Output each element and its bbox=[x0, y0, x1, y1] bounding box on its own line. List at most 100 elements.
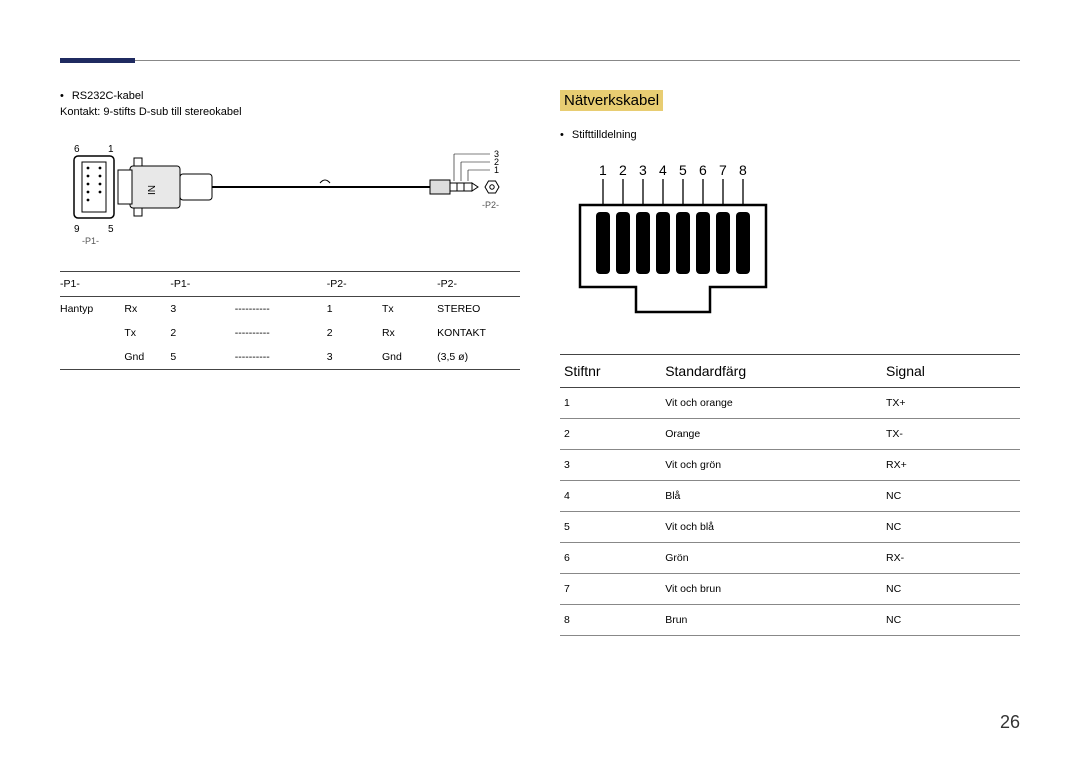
ptable-body: HantypRx3----------1TxSTEREOTx2---------… bbox=[60, 297, 520, 370]
p1-label: -P1- bbox=[82, 236, 99, 246]
table-cell: Vit och orange bbox=[661, 388, 882, 419]
table-cell: Vit och grön bbox=[661, 450, 882, 481]
table-cell: NC bbox=[882, 574, 1020, 605]
table-cell: 3 bbox=[560, 450, 661, 481]
table-row: 1Vit och orangeTX+ bbox=[560, 388, 1020, 419]
table-cell: Vit och brun bbox=[661, 574, 882, 605]
table-row: 4BlåNC bbox=[560, 481, 1020, 512]
table-row: 5Vit och blåNC bbox=[560, 512, 1020, 543]
table-cell: KONTAKT bbox=[437, 321, 520, 345]
pin-col-header: Standardfärg bbox=[661, 355, 882, 388]
table-cell: 2 bbox=[327, 321, 382, 345]
right-column: Nätverkskabel Stifttilldelning 1 2 3 4 5… bbox=[560, 90, 1020, 636]
table-row: -P1- -P1- -P2- -P2- bbox=[60, 272, 520, 297]
table-cell: Gnd bbox=[382, 345, 437, 370]
pin-num: 4 bbox=[659, 162, 667, 178]
pin-col-header: Stiftnr bbox=[560, 355, 661, 388]
ptable-h0: -P1- bbox=[60, 272, 124, 297]
dsub-pin-1: 1 bbox=[108, 144, 114, 155]
table-cell: 2 bbox=[560, 419, 661, 450]
ptable-h4: -P2- bbox=[327, 272, 382, 297]
table-cell: 8 bbox=[560, 605, 661, 636]
pin-num: 2 bbox=[619, 162, 627, 178]
dsub-pin-9: 9 bbox=[74, 224, 80, 235]
table-row: 6GrönRX- bbox=[560, 543, 1020, 574]
table-cell: Hantyp bbox=[60, 297, 124, 322]
ptable-h1 bbox=[124, 272, 170, 297]
table-row: 7Vit och brunNC bbox=[560, 574, 1020, 605]
table-cell: 3 bbox=[327, 345, 382, 370]
network-cable-title: Nätverkskabel bbox=[560, 90, 663, 111]
table-cell: STEREO bbox=[437, 297, 520, 322]
table-row: 8BrunNC bbox=[560, 605, 1020, 636]
table-row: 3Vit och grönRX+ bbox=[560, 450, 1020, 481]
table-cell: NC bbox=[882, 481, 1020, 512]
dsub-pin-6: 6 bbox=[74, 144, 80, 155]
rs232-cable-diagram: 6 1 9 5 -P1- IN bbox=[60, 136, 520, 246]
rj45-diagram: 1 2 3 4 5 6 7 8 bbox=[560, 157, 780, 327]
table-cell: NC bbox=[882, 512, 1020, 543]
ptable-h6: -P2- bbox=[437, 272, 520, 297]
content-columns: RS232C-kabel Kontakt: 9-stifts D-sub til… bbox=[60, 90, 1020, 636]
table-cell: 5 bbox=[170, 345, 234, 370]
table-cell: 6 bbox=[560, 543, 661, 574]
pin-assignment-bullet: Stifttilldelning bbox=[560, 129, 1020, 141]
table-cell: Blå bbox=[661, 481, 882, 512]
rj45-pin-numbers: 1 2 3 4 5 6 7 8 bbox=[599, 162, 747, 178]
ptable-h3 bbox=[235, 272, 327, 297]
table-cell: 4 bbox=[560, 481, 661, 512]
table-cell: Tx bbox=[124, 321, 170, 345]
table-cell: Rx bbox=[382, 321, 437, 345]
table-cell: (3,5 ø) bbox=[437, 345, 520, 370]
table-cell: Brun bbox=[661, 605, 882, 636]
table-cell: 5 bbox=[560, 512, 661, 543]
pin-num: 1 bbox=[599, 162, 607, 178]
pin-assignment-table: Stiftnr Standardfärg Signal 1Vit och ora… bbox=[560, 354, 1020, 636]
table-cell: RX+ bbox=[882, 450, 1020, 481]
pin-col-header: Signal bbox=[882, 355, 1020, 388]
table-cell: Gnd bbox=[124, 345, 170, 370]
table-cell: ---------- bbox=[235, 345, 327, 370]
ptable-h2: -P1- bbox=[170, 272, 234, 297]
pin-num: 8 bbox=[739, 162, 747, 178]
table-cell: 2 bbox=[170, 321, 234, 345]
rs232-pin-table: -P1- -P1- -P2- -P2- HantypRx3----------1… bbox=[60, 271, 520, 370]
table-cell: TX+ bbox=[882, 388, 1020, 419]
pin-num: 3 bbox=[639, 162, 647, 178]
table-cell: 1 bbox=[327, 297, 382, 322]
page-number: 26 bbox=[1000, 712, 1020, 733]
dsub-pin-5: 5 bbox=[108, 224, 114, 235]
table-cell: ---------- bbox=[235, 297, 327, 322]
rs232-subtitle: Kontakt: 9-stifts D-sub till stereokabel bbox=[60, 106, 520, 118]
table-cell: Orange bbox=[661, 419, 882, 450]
table-cell: 1 bbox=[560, 388, 661, 419]
pin-table-body: 1Vit och orangeTX+2OrangeTX-3Vit och grö… bbox=[560, 388, 1020, 636]
left-column: RS232C-kabel Kontakt: 9-stifts D-sub til… bbox=[60, 90, 520, 636]
header-rule bbox=[60, 60, 1020, 61]
ptable-h5 bbox=[382, 272, 437, 297]
table-cell: 3 bbox=[170, 297, 234, 322]
table-cell bbox=[60, 321, 124, 345]
rs232-bullet: RS232C-kabel bbox=[60, 90, 520, 102]
table-cell: Tx bbox=[382, 297, 437, 322]
pin-num: 6 bbox=[699, 162, 707, 178]
p2-label: -P2- bbox=[482, 200, 499, 210]
table-cell: TX- bbox=[882, 419, 1020, 450]
table-row: Tx2----------2RxKONTAKT bbox=[60, 321, 520, 345]
table-row: 2OrangeTX- bbox=[560, 419, 1020, 450]
table-cell: Vit och blå bbox=[661, 512, 882, 543]
table-cell bbox=[60, 345, 124, 370]
jack-num-1: 1 bbox=[494, 165, 499, 175]
table-cell: NC bbox=[882, 605, 1020, 636]
table-cell: Rx bbox=[124, 297, 170, 322]
table-cell: Grön bbox=[661, 543, 882, 574]
table-row: Gnd5----------3Gnd(3,5 ø) bbox=[60, 345, 520, 370]
pin-num: 7 bbox=[719, 162, 727, 178]
pin-num: 5 bbox=[679, 162, 687, 178]
table-cell: 7 bbox=[560, 574, 661, 605]
table-cell: RX- bbox=[882, 543, 1020, 574]
table-row: HantypRx3----------1TxSTEREO bbox=[60, 297, 520, 322]
table-row: Stiftnr Standardfärg Signal bbox=[560, 355, 1020, 388]
plug-in-label: IN bbox=[147, 185, 158, 195]
table-cell: ---------- bbox=[235, 321, 327, 345]
